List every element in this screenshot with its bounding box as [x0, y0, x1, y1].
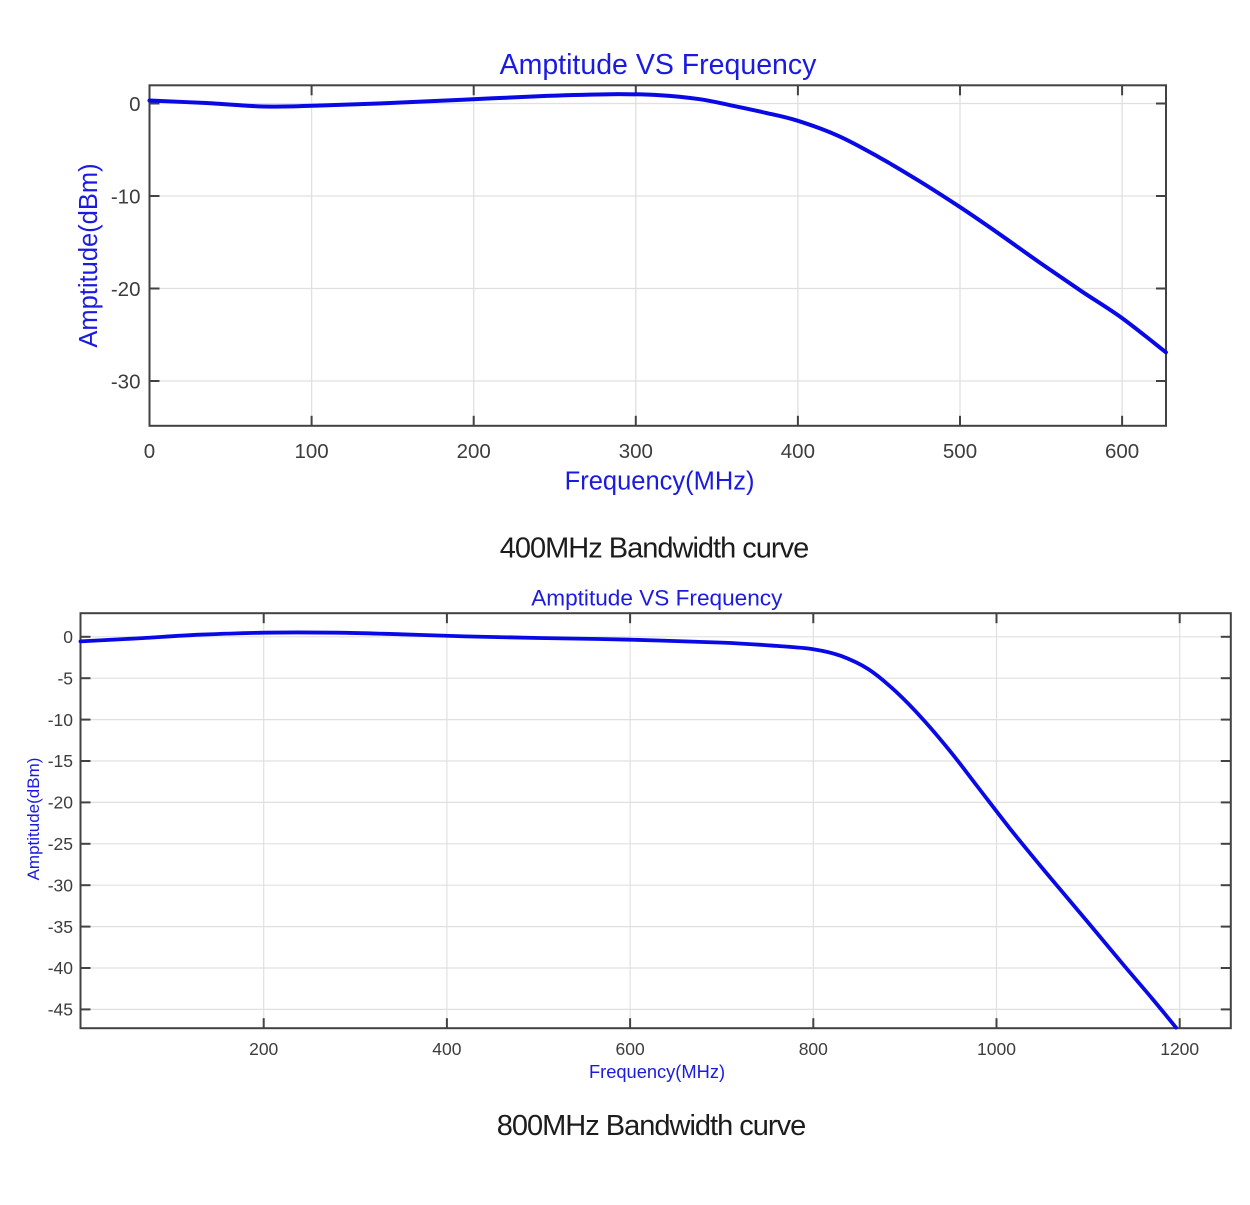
svg-text:-10: -10	[111, 185, 141, 208]
svg-text:500: 500	[943, 440, 977, 463]
svg-text:1000: 1000	[977, 1039, 1016, 1059]
svg-text:Frequency(MHz): Frequency(MHz)	[565, 468, 755, 496]
svg-text:200: 200	[249, 1039, 278, 1059]
svg-text:-45: -45	[48, 1000, 73, 1020]
svg-text:-15: -15	[48, 751, 73, 771]
svg-text:Amptitude(dBm): Amptitude(dBm)	[24, 758, 43, 881]
svg-text:0: 0	[129, 93, 140, 116]
svg-text:-30: -30	[111, 370, 141, 393]
svg-text:0: 0	[63, 627, 73, 647]
svg-text:Amptitude(dBm): Amptitude(dBm)	[75, 163, 103, 347]
svg-text:Frequency(MHz): Frequency(MHz)	[589, 1061, 725, 1082]
svg-text:-25: -25	[48, 834, 73, 854]
svg-text:-40: -40	[48, 958, 74, 978]
svg-text:400: 400	[781, 440, 815, 463]
svg-text:800MHz Bandwidth curve: 800MHz Bandwidth curve	[497, 1110, 805, 1142]
svg-text:-10: -10	[48, 710, 74, 730]
svg-text:300: 300	[619, 440, 653, 463]
svg-text:100: 100	[294, 440, 328, 463]
svg-text:0: 0	[144, 440, 155, 463]
svg-text:400MHz Bandwidth curve: 400MHz Bandwidth curve	[500, 533, 808, 565]
svg-text:-30: -30	[48, 875, 74, 895]
svg-text:400: 400	[432, 1039, 461, 1059]
svg-text:1200: 1200	[1160, 1039, 1199, 1059]
svg-text:-5: -5	[57, 668, 73, 688]
svg-text:600: 600	[615, 1039, 644, 1059]
svg-text:Amptitude VS Frequency: Amptitude VS Frequency	[531, 586, 783, 611]
svg-text:-20: -20	[111, 278, 141, 301]
svg-text:800: 800	[799, 1039, 828, 1059]
svg-text:600: 600	[1105, 440, 1139, 463]
svg-text:-35: -35	[48, 917, 73, 937]
svg-text:-20: -20	[48, 793, 74, 813]
svg-text:Amptitude VS Frequency: Amptitude VS Frequency	[500, 49, 818, 81]
svg-text:200: 200	[457, 440, 491, 463]
